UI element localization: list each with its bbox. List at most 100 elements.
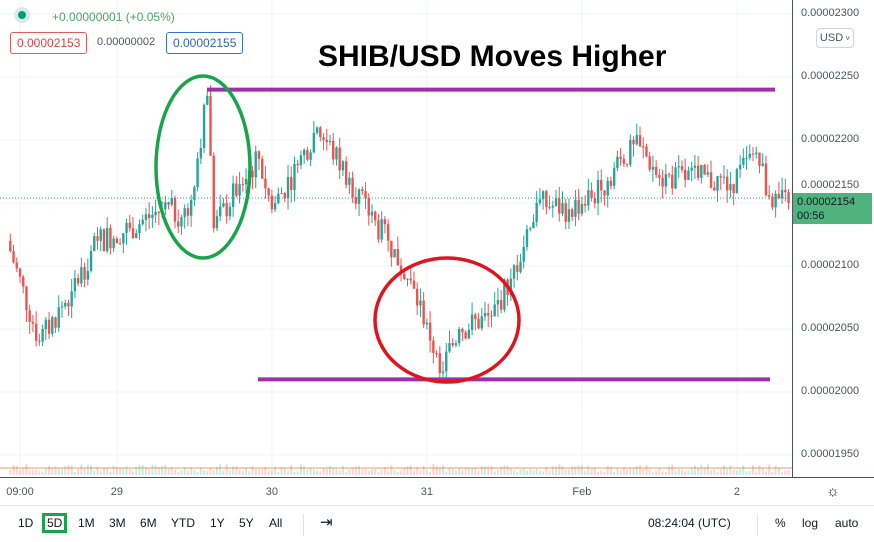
volume-bar bbox=[70, 465, 73, 475]
candle-body bbox=[767, 195, 771, 197]
volume-bar bbox=[67, 465, 70, 475]
range-button-1y[interactable]: 1Y bbox=[210, 516, 225, 530]
volume-bar bbox=[461, 470, 464, 475]
volume-bar bbox=[290, 465, 293, 475]
candle-body bbox=[299, 155, 303, 166]
goto-date-icon[interactable]: ⇥ bbox=[320, 514, 333, 531]
auto-scale-toggle[interactable]: auto bbox=[835, 516, 859, 530]
volume-bar bbox=[684, 470, 687, 475]
percent-scale-toggle[interactable]: % bbox=[775, 516, 786, 530]
candle-body bbox=[577, 199, 580, 214]
range-button-3m[interactable]: 3M bbox=[109, 516, 126, 530]
candle-body bbox=[83, 267, 86, 280]
candle-body bbox=[680, 166, 684, 170]
volume-bar bbox=[22, 468, 25, 475]
volume-bar bbox=[584, 471, 587, 475]
candle-body bbox=[719, 176, 722, 178]
candle-body bbox=[632, 139, 635, 145]
candle-body bbox=[377, 220, 380, 240]
candle-body bbox=[580, 203, 584, 214]
candle-body bbox=[41, 328, 44, 342]
candle-body bbox=[457, 329, 461, 344]
volume-bar bbox=[697, 467, 700, 475]
volume-bar bbox=[128, 469, 131, 475]
range-button-ytd[interactable]: YTD bbox=[171, 516, 195, 530]
time-axis[interactable]: ☼ 09:00 29 30 31 Feb 2 bbox=[0, 477, 874, 505]
volume-bar bbox=[222, 470, 225, 475]
volume-bar bbox=[590, 468, 593, 475]
volume-bar bbox=[251, 465, 254, 475]
volume-bar bbox=[196, 471, 199, 475]
volume-bar bbox=[745, 471, 748, 475]
candle-body bbox=[351, 177, 354, 198]
volume-bar bbox=[529, 468, 532, 475]
volume-bar bbox=[490, 466, 493, 475]
clock-time[interactable]: 08:24:04 (UTC) bbox=[648, 516, 731, 530]
price-tick-label: 0.00002200 bbox=[801, 133, 860, 145]
candle-body bbox=[648, 156, 651, 170]
volume-bar bbox=[361, 468, 364, 475]
candle-body bbox=[86, 271, 90, 280]
log-scale-toggle[interactable]: log bbox=[802, 516, 819, 530]
candle-body bbox=[761, 163, 764, 166]
volume-bar bbox=[580, 465, 583, 475]
volume-bar bbox=[748, 470, 751, 475]
volume-bar bbox=[154, 465, 157, 475]
candle-body bbox=[729, 184, 732, 191]
volume-bar bbox=[135, 467, 138, 475]
candle-body bbox=[451, 343, 454, 346]
candle-body bbox=[225, 203, 228, 217]
candle-body bbox=[432, 340, 435, 354]
volume-bar bbox=[144, 466, 147, 475]
volume-bar bbox=[248, 471, 251, 475]
buy-price-button[interactable]: 0.00002155 bbox=[166, 32, 244, 54]
volume-bar bbox=[658, 467, 661, 475]
candle-body bbox=[535, 203, 538, 222]
volume-bar bbox=[280, 467, 283, 475]
volume-bar bbox=[493, 471, 496, 475]
candle-body bbox=[157, 211, 161, 213]
volume-bar bbox=[329, 465, 331, 475]
range-button-5y[interactable]: 5Y bbox=[239, 516, 254, 530]
settings-gear-icon[interactable]: ☼ bbox=[826, 483, 840, 500]
volume-bar bbox=[51, 468, 54, 475]
candle-body bbox=[525, 229, 529, 247]
volume-bar bbox=[109, 471, 112, 475]
time-tick-label: 2 bbox=[733, 486, 740, 498]
volume-bar bbox=[412, 470, 415, 475]
volume-bar bbox=[451, 469, 454, 475]
candle-body bbox=[125, 222, 128, 234]
candle-body bbox=[403, 273, 406, 280]
candle-body bbox=[338, 147, 341, 171]
candle-body bbox=[112, 238, 115, 249]
volume-bar bbox=[729, 465, 732, 475]
sell-price-button[interactable]: 0.00002153 bbox=[10, 32, 88, 54]
candle-body bbox=[425, 322, 429, 325]
price-chart[interactable] bbox=[0, 0, 792, 477]
currency-select[interactable]: USD ˅ bbox=[816, 28, 854, 48]
candle-body bbox=[170, 198, 173, 205]
volume-bar bbox=[183, 467, 186, 475]
volume-bar bbox=[668, 466, 671, 475]
currency-label: USD bbox=[819, 32, 844, 44]
candle-body bbox=[15, 262, 18, 269]
volume-bar bbox=[215, 466, 218, 475]
range-button-6m[interactable]: 6M bbox=[140, 516, 157, 530]
volume-bar bbox=[38, 470, 41, 475]
volume-bar bbox=[509, 467, 512, 475]
chevron-down-icon: ˅ bbox=[843, 34, 851, 43]
spread-value: 0.00000002 bbox=[97, 36, 156, 48]
price-axis[interactable]: 0.00002300 0.00002250 0.00002200 0.00002150… bbox=[792, 0, 874, 477]
range-button-1d[interactable]: 1D bbox=[18, 516, 34, 530]
volume-bar bbox=[406, 466, 409, 475]
candle-body bbox=[361, 189, 364, 192]
candle-body bbox=[202, 104, 206, 148]
range-button-all[interactable]: All bbox=[269, 516, 283, 530]
candle-body bbox=[380, 219, 383, 240]
range-button-1m[interactable]: 1M bbox=[78, 516, 95, 530]
volume-bar bbox=[626, 469, 629, 475]
volume-bar bbox=[115, 467, 118, 475]
chart-title: SHIB/USD Moves Higher bbox=[318, 40, 667, 73]
range-button-5d[interactable]: 5D bbox=[42, 513, 68, 533]
candle-body bbox=[293, 163, 296, 191]
